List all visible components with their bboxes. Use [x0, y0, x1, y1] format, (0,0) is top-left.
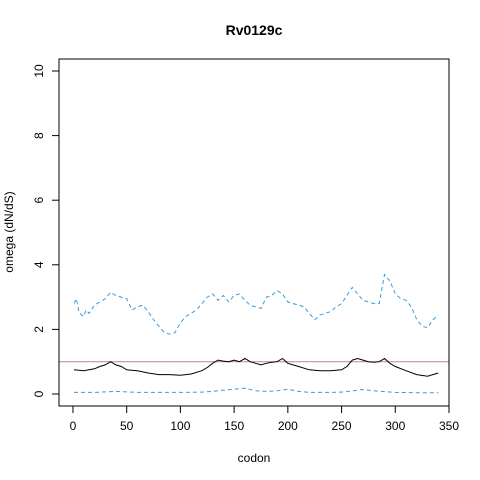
x-tick-label: 300	[385, 419, 405, 433]
y-tick-label: 4	[32, 261, 46, 268]
x-tick-label: 200	[278, 419, 298, 433]
x-tick-label: 50	[120, 419, 134, 433]
x-tick-label: 150	[224, 419, 244, 433]
x-axis: 0 50 100 150 200 250 300 350	[70, 405, 459, 433]
y-axis: 0 2 4 6 8 10	[32, 64, 60, 397]
x-tick-label: 100	[170, 419, 190, 433]
y-tick-label: 2	[32, 326, 46, 333]
x-tick-label: 250	[332, 419, 352, 433]
omega-mean-line	[73, 357, 439, 377]
plot-area	[59, 273, 449, 394]
y-tick-label: 6	[32, 197, 46, 204]
y-tick-label: 8	[32, 132, 46, 139]
x-tick-label: 0	[70, 419, 77, 433]
y-tick-label: 0	[32, 390, 46, 397]
lower-bound-line	[74, 387, 439, 394]
y-axis-label: omega (dN/dS)	[2, 191, 16, 272]
x-axis-label: codon	[238, 451, 271, 465]
y-tick-label: 10	[32, 64, 46, 78]
chart-title: Rv0129c	[226, 22, 283, 38]
x-tick-label: 350	[439, 419, 459, 433]
